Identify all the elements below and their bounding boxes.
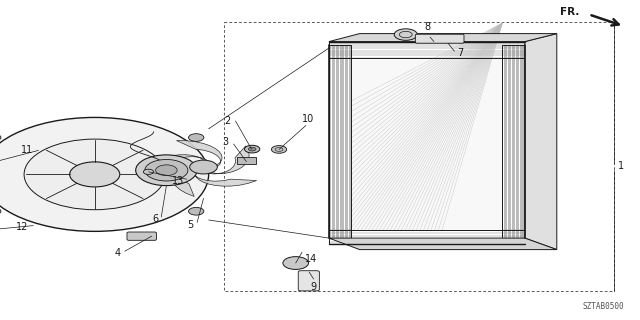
Circle shape [394, 29, 417, 40]
Text: 10: 10 [302, 114, 315, 124]
Circle shape [156, 165, 177, 176]
Polygon shape [177, 140, 222, 167]
Text: 8: 8 [424, 22, 431, 32]
Text: 11: 11 [21, 145, 33, 156]
Text: 5: 5 [187, 220, 193, 230]
Text: 12: 12 [16, 222, 28, 232]
FancyBboxPatch shape [415, 34, 464, 43]
Text: 6: 6 [152, 214, 159, 224]
Text: SZTAB0500: SZTAB0500 [582, 302, 624, 311]
Polygon shape [351, 58, 502, 230]
Circle shape [283, 257, 308, 269]
Text: 14: 14 [305, 254, 317, 264]
Circle shape [189, 160, 218, 174]
Text: 3: 3 [222, 137, 228, 148]
Text: 7: 7 [458, 48, 464, 58]
Circle shape [70, 162, 120, 187]
Circle shape [271, 146, 287, 153]
Circle shape [0, 134, 1, 141]
Circle shape [0, 207, 1, 215]
Circle shape [145, 159, 188, 181]
Text: FR.: FR. [560, 7, 579, 17]
FancyBboxPatch shape [237, 157, 256, 164]
Circle shape [24, 139, 165, 210]
Circle shape [189, 134, 204, 141]
FancyBboxPatch shape [127, 232, 156, 240]
Circle shape [189, 207, 204, 215]
Polygon shape [172, 163, 194, 196]
Text: 13: 13 [172, 176, 184, 186]
Polygon shape [329, 34, 557, 42]
Circle shape [248, 147, 256, 151]
Text: 9: 9 [310, 282, 317, 292]
Polygon shape [209, 146, 249, 174]
Text: 1: 1 [618, 161, 624, 172]
Polygon shape [329, 238, 557, 250]
Text: 2: 2 [224, 116, 230, 126]
Polygon shape [525, 34, 557, 250]
Circle shape [143, 169, 154, 174]
Circle shape [0, 117, 209, 231]
Circle shape [244, 145, 260, 153]
Polygon shape [145, 155, 207, 172]
Text: 4: 4 [114, 248, 120, 258]
FancyBboxPatch shape [298, 271, 319, 291]
Circle shape [136, 155, 197, 186]
Polygon shape [193, 172, 257, 186]
